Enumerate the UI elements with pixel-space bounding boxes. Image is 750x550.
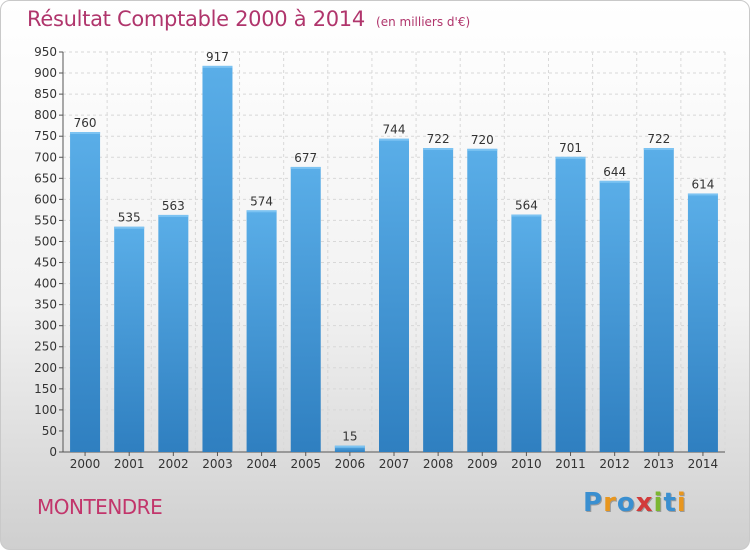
data-label-2004: 574 [250,194,273,208]
bar-top-edge [246,210,277,213]
bar-2011 [555,156,586,452]
logo-letter: t [663,488,677,518]
data-label-2009: 720 [471,133,494,147]
y-tick-label: 150 [34,382,57,396]
y-tick-label: 50 [42,424,57,438]
x-tick-label-2001: 2001 [114,457,145,471]
y-tick-label: 450 [34,256,57,270]
bar-2002 [158,214,189,452]
data-labels: 760 535 563 917 574 677 15 744 722 720 564 701 644 72… [74,50,715,444]
y-tick-label: 750 [34,129,57,143]
data-label-2007: 744 [383,123,406,137]
y-tick-label: 900 [34,66,57,80]
bar-2013 [643,148,674,452]
chart-subtitle: (en milliers d'€) [376,15,471,29]
y-tick-label: 800 [34,108,57,122]
data-label-2011: 701 [559,141,582,155]
bar-2001 [114,226,145,452]
bar-2012 [599,180,630,452]
bar-2010 [511,214,542,452]
x-tick-label-2002: 2002 [158,457,189,471]
bar-2008 [423,148,454,452]
bar-top-edge [599,180,630,183]
logo-letter: i [676,488,687,518]
chart-title-block: Résultat Comptable 2000 à 2014 (en milli… [27,7,470,31]
y-tick-label: 500 [34,234,57,248]
y-tick-label: 700 [34,150,57,164]
data-label-2012: 644 [603,165,626,179]
logo-letter: P [583,488,604,518]
x-tick-label-2012: 2012 [599,457,630,471]
y-tick-label: 600 [34,192,57,206]
x-tick-label-2004: 2004 [246,457,277,471]
x-tick-label-2005: 2005 [290,457,321,471]
y-tick-label: 250 [34,340,57,354]
y-tick-label: 100 [34,403,57,417]
data-label-2001: 535 [118,211,141,225]
bar-2005 [290,166,321,452]
x-tick-label-2014: 2014 [688,457,719,471]
y-tick-label: 950 [34,45,57,59]
bar-2004 [246,210,277,452]
city-name: MONTENDRE [37,495,163,519]
y-tick-label: 200 [34,361,57,375]
logo-letter: i [653,488,664,518]
y-tick-label: 850 [34,87,57,101]
data-label-2003: 917 [206,50,229,64]
logo-letter: o [616,488,636,518]
data-label-2008: 722 [427,132,450,146]
x-tick-label-2008: 2008 [423,457,454,471]
data-label-2005: 677 [294,151,317,165]
y-tick-label: 0 [49,445,57,459]
bar-top-edge [555,156,586,159]
chart-title: Résultat Comptable 2000 à 2014 [27,7,365,31]
bar-top-edge [70,132,101,134]
bar-top-edge [643,148,674,150]
axes: 0 50 100 150 200 250 300 350 400 450 500 550 600 650 7… [34,45,725,471]
logo-letter: r [603,488,617,518]
x-tick-label-2013: 2013 [644,457,675,471]
bar-2000 [70,132,101,452]
bar-top-edge [334,445,365,448]
bar-2007 [379,138,409,452]
bar-top-edge [687,193,718,196]
y-tick-label: 300 [34,319,57,333]
data-label-2013: 722 [647,132,670,146]
bar-top-edge [158,214,189,217]
y-tick-label: 550 [34,213,57,227]
bar-top-edge [290,166,321,169]
bars [70,65,718,452]
x-tick-label-2000: 2000 [70,457,101,471]
data-label-2000: 760 [74,116,97,130]
x-tick-label-2010: 2010 [511,457,542,471]
bar-top-edge [114,226,145,229]
y-tick-label: 350 [34,298,57,312]
data-label-2010: 564 [515,199,538,213]
bar-2009 [467,148,498,452]
y-tick-label: 650 [34,171,57,185]
y-tick-label: 400 [34,277,57,291]
x-tick-label-2003: 2003 [202,457,233,471]
data-label-2002: 563 [162,199,185,213]
logo-letter: x [635,488,654,518]
bar-top-edge [423,148,454,150]
x-tick-label-2007: 2007 [379,457,410,471]
bar-top-edge [467,148,498,151]
proxiti-logo: Proxiti [583,488,687,518]
data-label-2006: 15 [342,430,357,444]
data-label-2014: 614 [691,177,714,191]
bar-top-edge [202,65,233,68]
bar-top-edge [511,214,542,217]
bar-top-edge [379,138,409,141]
x-tick-label-2006: 2006 [335,457,366,471]
bar-2003 [202,65,233,452]
x-tick-label-2009: 2009 [467,457,498,471]
bar-2014 [687,193,718,452]
x-tick-label-2011: 2011 [555,457,586,471]
bar-2006 [334,445,365,452]
